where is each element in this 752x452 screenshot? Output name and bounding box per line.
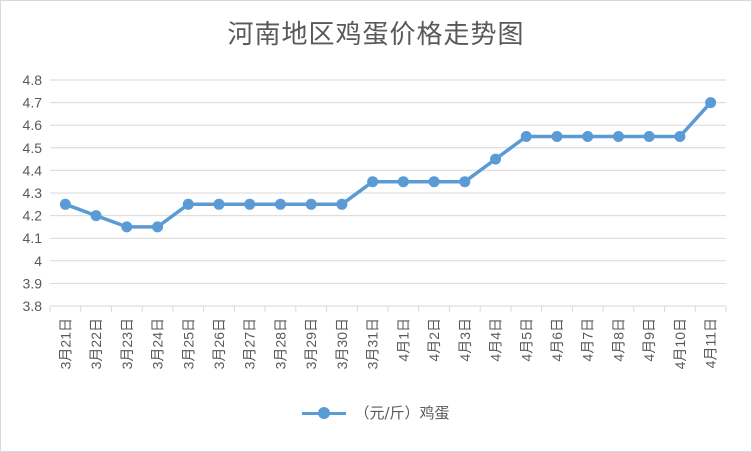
data-point — [59, 198, 71, 210]
x-tick-label: 4月8日 — [610, 318, 626, 362]
data-point — [490, 153, 502, 165]
data-point — [643, 131, 655, 142]
data-point — [551, 131, 563, 142]
data-point — [244, 198, 256, 210]
data-point — [397, 176, 409, 188]
y-tick-label: 4.8 — [23, 72, 43, 88]
x-tick-label: 3月23日 — [119, 318, 135, 369]
data-point — [152, 221, 164, 233]
x-tick-label: 4月1日 — [395, 318, 411, 362]
data-point — [582, 131, 594, 142]
x-tick-label: 3月29日 — [303, 318, 319, 369]
x-tick-label: 4月7日 — [580, 318, 596, 362]
x-tick-label: 4月2日 — [426, 318, 442, 362]
x-tick-label: 3月28日 — [272, 318, 288, 369]
data-point — [367, 176, 379, 188]
y-tick-label: 4.4 — [23, 162, 43, 178]
y-tick-label: 4.3 — [23, 185, 43, 201]
data-point — [674, 131, 686, 142]
y-tick-label: 4.2 — [23, 208, 43, 224]
x-tick-label: 3月25日 — [180, 318, 196, 369]
chart-legend: （元/斤）鸡蛋 — [0, 402, 752, 423]
x-tick-label: 4月6日 — [549, 318, 565, 362]
x-tick-label: 3月30日 — [334, 318, 350, 369]
x-tick-label: 4月10日 — [672, 318, 688, 369]
x-tick-label: 3月26日 — [211, 318, 227, 369]
x-tick-label: 3月24日 — [150, 318, 166, 369]
data-point — [428, 176, 440, 188]
x-tick-label: 4月11日 — [703, 318, 719, 368]
x-tick-label: 4月3日 — [457, 318, 473, 362]
data-point — [121, 221, 133, 233]
data-point — [520, 131, 532, 142]
x-tick-label: 3月31日 — [365, 318, 381, 369]
data-point — [705, 97, 717, 109]
legend-line-marker-icon — [302, 406, 347, 420]
y-tick-label: 4.6 — [23, 117, 43, 133]
x-tick-label: 3月22日 — [88, 318, 104, 369]
y-tick-label: 4.7 — [23, 95, 43, 111]
y-tick-label: 4.5 — [23, 140, 43, 156]
y-tick-label: 3.8 — [23, 298, 43, 314]
legend-label: （元/斤）鸡蛋 — [354, 404, 450, 422]
data-point — [336, 198, 348, 210]
x-tick-label: 3月21日 — [57, 318, 73, 369]
x-tick-label: 3月27日 — [242, 318, 258, 369]
y-tick-label: 4 — [34, 253, 42, 269]
data-point — [90, 210, 102, 222]
series-line — [64, 101, 712, 229]
y-tick-label: 3.9 — [23, 275, 43, 291]
y-tick-label: 4.1 — [23, 230, 43, 246]
x-tick-label: 4月5日 — [518, 318, 534, 362]
data-point — [182, 198, 194, 210]
x-tick-label: 4月4日 — [488, 318, 504, 362]
data-point — [459, 176, 471, 188]
data-point — [274, 198, 286, 210]
x-tick-label: 4月9日 — [641, 318, 657, 362]
chart-title: 河南地区鸡蛋价格走势图 — [227, 20, 525, 50]
data-point — [213, 198, 225, 210]
data-point — [305, 198, 317, 210]
data-point — [612, 131, 624, 142]
